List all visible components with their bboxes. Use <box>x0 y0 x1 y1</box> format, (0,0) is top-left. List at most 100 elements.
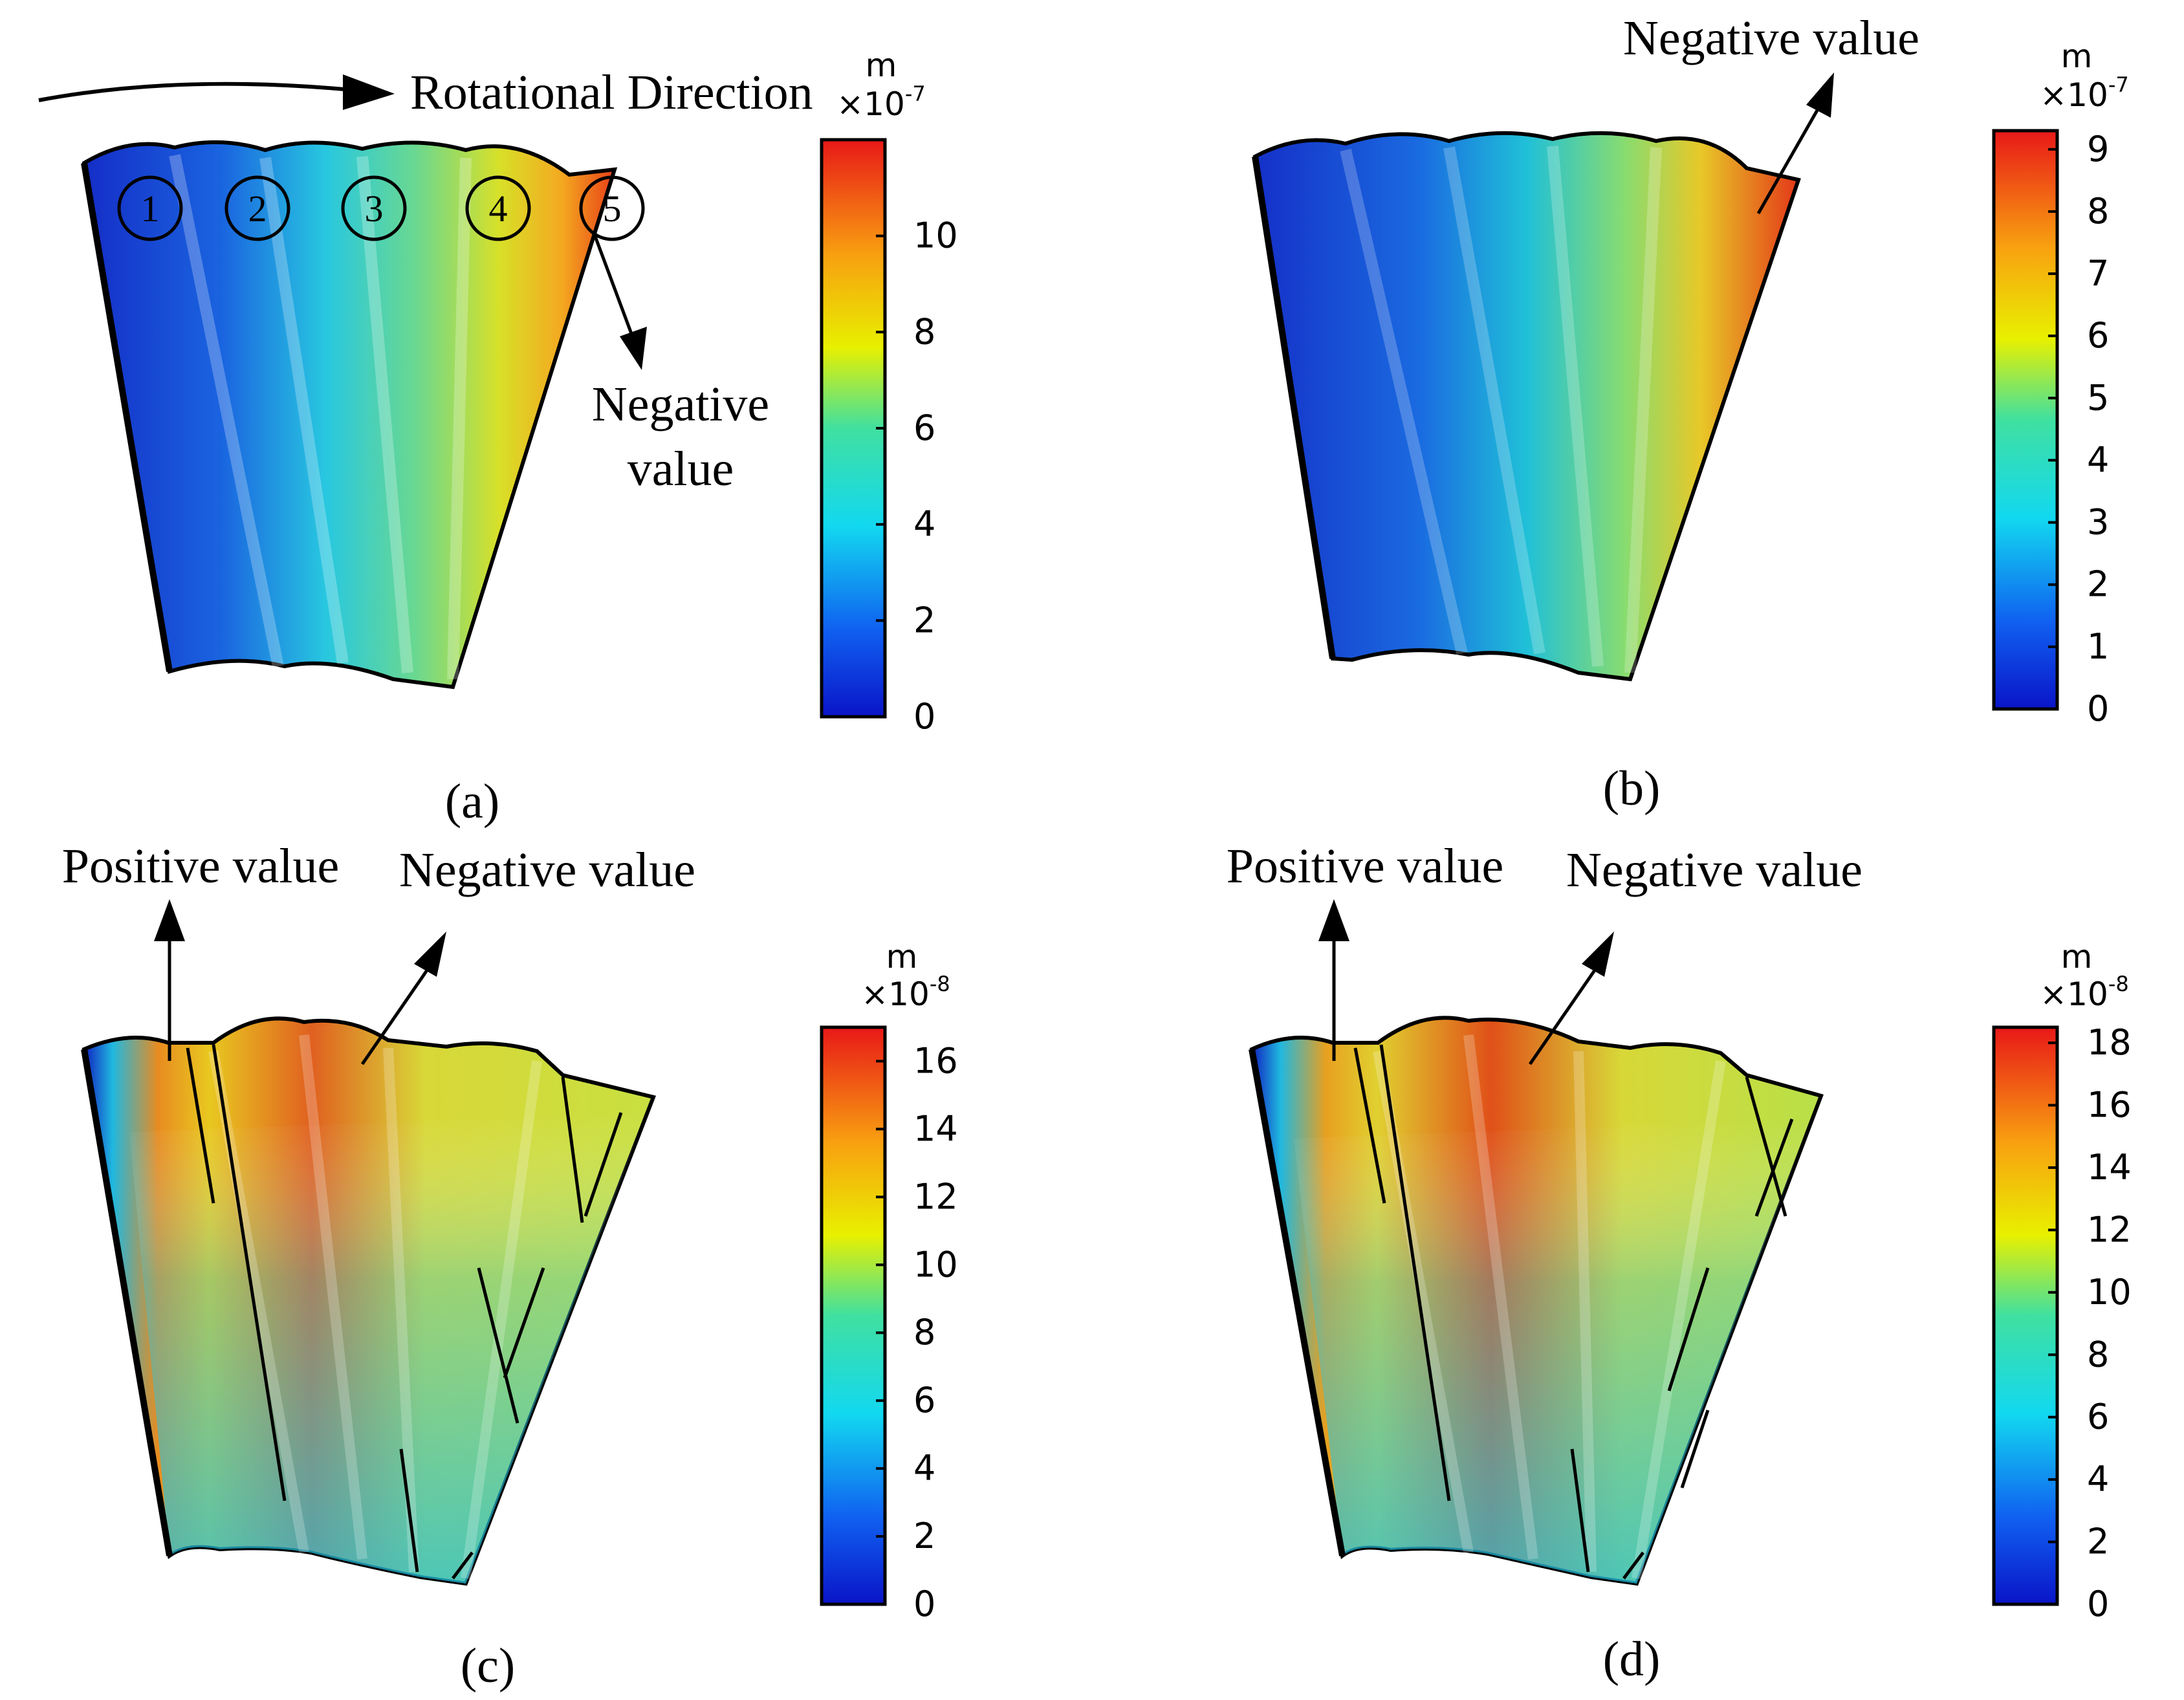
negative-label-b: Negative value <box>1623 11 1919 65</box>
colorbar-d-tick-label-2: 4 <box>2087 1459 2109 1499</box>
colorbar-d-tick-label-3: 6 <box>2087 1397 2109 1437</box>
colorbar-b-tick-label-7: 7 <box>2087 253 2109 294</box>
edge-left-a <box>81 162 173 672</box>
surface-d-lower-shade <box>1294 1119 1811 1584</box>
colorbar-c: m ×10-8 0 2 4 6 8 10 12 14 16 <box>820 938 958 1624</box>
colorbar-c-tick-label-3: 6 <box>913 1380 935 1421</box>
marker-4-label: 4 <box>489 188 508 230</box>
positive-arrow-c-head <box>154 899 185 941</box>
markers-a <box>117 175 645 241</box>
panel-a: 1 2 3 4 5 Rotational Direction Negative … <box>38 47 958 829</box>
caption-d: (d) <box>1603 1632 1661 1686</box>
colorbar-a-bar <box>820 138 887 719</box>
negative-arrow-a <box>592 232 639 350</box>
colorbar-a-tick-label-0: 0 <box>913 696 935 737</box>
edge-left-c <box>81 1049 173 1556</box>
marker-2-ring <box>224 175 290 241</box>
surface-b <box>1252 131 1801 682</box>
colorbar-d-tick-label-4: 8 <box>2087 1334 2109 1375</box>
colorbar-b-tick-label-2: 2 <box>2087 564 2109 605</box>
panel-d: Positive value Negative value m ×10-8 0 2… <box>1227 839 2132 1686</box>
colorbar-a-tick-label-3: 6 <box>913 408 935 448</box>
surface-ridges-b <box>1340 146 1662 673</box>
negative-label-a-line2: value <box>628 442 734 496</box>
marker-5-label: 5 <box>603 188 622 230</box>
colorbar-d-tick-label-5: 10 <box>2087 1272 2132 1313</box>
marker-4-ring <box>465 175 531 241</box>
marker-1-label: 1 <box>141 188 160 230</box>
negative-arrow-d-head <box>1582 932 1614 977</box>
colorbar-b-tick-label-3: 3 <box>2087 502 2109 543</box>
colorbar-c-tick-label-2: 4 <box>913 1448 935 1488</box>
surface-ridges-d <box>1373 1034 1726 1580</box>
negative-arrow-b <box>1756 102 1823 215</box>
positive-arrow-d-head <box>1318 899 1349 941</box>
colorbar-d-bar <box>1992 1025 2059 1606</box>
colorbar-d: m ×10-8 0 2 4 6 8 10 12 14 16 18 <box>1992 938 2132 1624</box>
colorbar-b-tick-label-5: 5 <box>2087 377 2109 418</box>
marker-2-label: 2 <box>248 188 267 230</box>
colorbar-d-tick-label-0: 0 <box>2087 1584 2109 1624</box>
colorbar-d-tick-label-6: 12 <box>2087 1209 2132 1250</box>
crack-lines-d <box>1353 1044 1794 1580</box>
colorbar-a: m ×10-7 0 2 4 6 8 10 <box>820 47 958 737</box>
positive-label-d: Positive value <box>1227 839 1504 893</box>
colorbar-a-exponent: ×10-7 <box>836 82 925 123</box>
colorbar-d-unit: m <box>2061 938 2093 975</box>
colorbar-c-tick-label-8: 16 <box>913 1040 958 1081</box>
colorbar-b-unit: m <box>2061 38 2093 75</box>
colorbar-c-tick-label-1: 2 <box>913 1516 935 1556</box>
rotation-label: Rotational Direction <box>410 65 813 120</box>
colorbar-d-tick-label-9: 18 <box>2087 1022 2132 1063</box>
colorbar-c-tick-label-5: 10 <box>913 1244 958 1285</box>
colorbar-a-tick-label-5: 10 <box>913 215 958 256</box>
rotation-arrow <box>38 82 389 102</box>
caption-a: (a) <box>445 774 499 829</box>
edge-left-d <box>1249 1049 1346 1556</box>
negative-label-d: Negative value <box>1566 843 1862 897</box>
colorbar-c-bar <box>820 1025 887 1606</box>
crack-lines-c <box>186 1044 623 1580</box>
colorbar-c-tick-label-7: 14 <box>913 1108 958 1149</box>
positive-label-c: Positive value <box>62 839 340 893</box>
caption-b: (b) <box>1603 761 1661 816</box>
colorbar-d-exponent: ×10-8 <box>2040 972 2128 1013</box>
negative-arrow-c <box>360 969 429 1065</box>
marker-5-ring <box>579 175 645 241</box>
surface-c-lower-shade <box>129 1113 647 1584</box>
colorbar-b-tick-label-6: 6 <box>2087 315 2109 356</box>
negative-arrow-b-head <box>1806 72 1834 118</box>
colorbar-c-exponent: ×10-8 <box>861 972 950 1013</box>
colorbar-d-tick-label-1: 2 <box>2087 1521 2109 1562</box>
colorbar-b: m ×10-7 0 1 2 3 4 5 6 7 8 9 <box>1992 38 2129 729</box>
colorbar-c-unit: m <box>886 938 918 975</box>
rotation-arrow-head <box>343 74 395 110</box>
colorbar-a-tick-label-1: 2 <box>913 600 935 640</box>
panel-c: Positive value Negative value m ×10-8 0 2… <box>62 839 958 1693</box>
negative-label-c: Negative value <box>399 843 695 897</box>
marker-3-label: 3 <box>365 188 384 230</box>
negative-label-a-line1: Negative <box>592 377 769 431</box>
colorbar-b-tick-label-1: 1 <box>2087 626 2109 667</box>
colorbar-b-tick-label-4: 4 <box>2087 439 2109 480</box>
caption-c: (c) <box>461 1639 515 1693</box>
marker-3-ring <box>341 175 407 241</box>
edge-left-b <box>1252 156 1336 659</box>
colorbar-b-bar <box>1992 129 2059 711</box>
colorbar-a-unit: m <box>866 47 897 84</box>
panel-b: Negative value m ×10-7 0 1 2 3 4 5 6 7 8 9 (b) <box>1252 11 2129 816</box>
colorbar-d-tick-label-8: 16 <box>2087 1085 2132 1126</box>
colorbar-b-tick-label-8: 8 <box>2087 191 2109 232</box>
surface-ridges-a <box>169 154 472 680</box>
negative-arrow-d <box>1528 969 1597 1065</box>
colorbar-b-tick-label-9: 9 <box>2087 129 2109 169</box>
colorbar-c-tick-label-6: 12 <box>913 1176 958 1217</box>
colorbar-b-tick-label-0: 0 <box>2087 688 2109 729</box>
colorbar-d-tick-label-7: 14 <box>2087 1147 2132 1188</box>
colorbar-c-tick-label-0: 0 <box>913 1584 935 1624</box>
colorbar-c-tick-label-4: 8 <box>913 1312 935 1353</box>
colorbar-b-exponent: ×10-7 <box>2040 72 2128 114</box>
negative-arrow-a-head <box>620 327 647 370</box>
colorbar-a-tick-label-2: 4 <box>913 504 935 545</box>
